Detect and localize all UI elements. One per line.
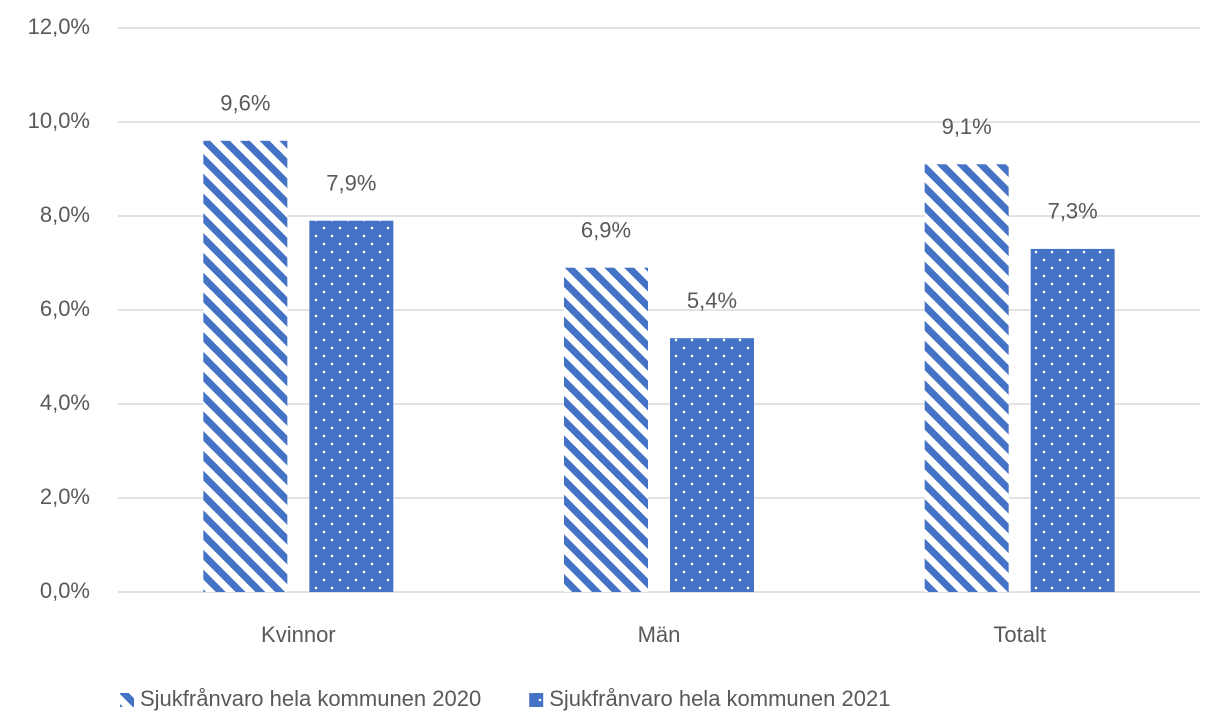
x-tick-label: Totalt xyxy=(993,622,1046,647)
bar xyxy=(203,140,288,593)
bar xyxy=(924,164,1009,593)
data-label: 5,4% xyxy=(687,288,737,313)
bar xyxy=(309,220,394,592)
y-tick-label: 6,0% xyxy=(40,296,90,321)
y-tick-label: 2,0% xyxy=(40,484,90,509)
y-tick-label: 0,0% xyxy=(40,578,90,603)
bar xyxy=(670,338,754,592)
legend-label: Sjukfrånvaro hela kommunen 2021 xyxy=(549,686,890,711)
bar xyxy=(564,267,648,592)
y-tick-label: 4,0% xyxy=(40,390,90,415)
data-label: 7,3% xyxy=(1048,199,1098,224)
legend-marker xyxy=(120,693,134,707)
bar xyxy=(1030,248,1115,592)
legend-marker xyxy=(529,693,544,707)
y-tick-label: 10,0% xyxy=(28,108,90,133)
x-tick-label: Kvinnor xyxy=(261,622,336,647)
y-tick-label: 8,0% xyxy=(40,202,90,227)
x-tick-label: Män xyxy=(638,622,681,647)
data-label: 9,1% xyxy=(942,114,992,139)
legend-label: Sjukfrånvaro hela kommunen 2020 xyxy=(140,686,481,711)
data-label: 7,9% xyxy=(326,171,376,196)
data-label: 6,9% xyxy=(581,218,631,243)
y-tick-label: 12,0% xyxy=(28,14,90,39)
data-label: 9,6% xyxy=(220,91,270,116)
